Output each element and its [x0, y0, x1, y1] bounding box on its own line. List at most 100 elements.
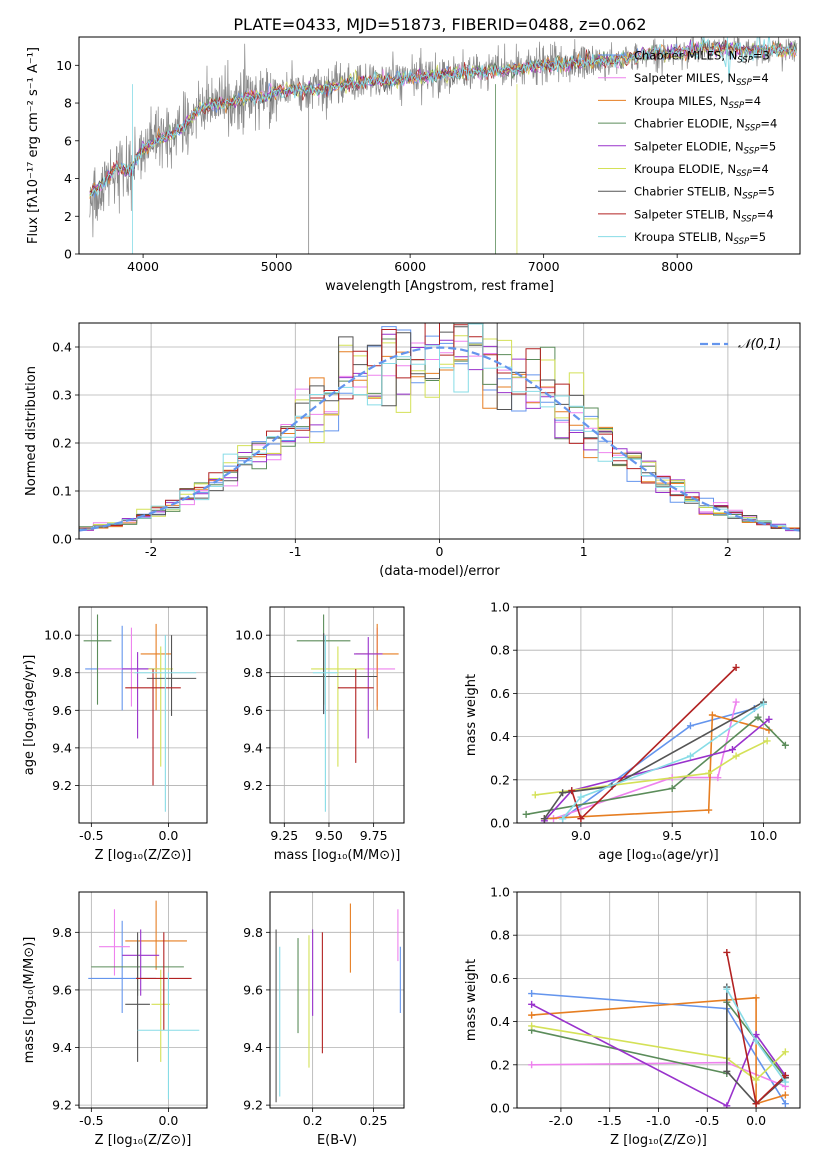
observed-spectrum-line	[89, 37, 798, 238]
x-tick-label: 0.0	[159, 828, 179, 843]
legend-label-part: =5	[758, 185, 775, 199]
histogram-step	[79, 323, 800, 530]
weight-series-line	[535, 740, 768, 796]
x-tick-label: 0.25	[360, 1113, 388, 1128]
legend-label-part: Kroupa MILES, N	[634, 94, 729, 108]
weight-point-marker	[723, 1102, 731, 1108]
histogram-group	[79, 323, 800, 532]
legend-label-part: Salpeter MILES, N	[634, 71, 736, 85]
x-tick-label: 9.50	[315, 828, 343, 843]
y-axis-label: mass [log₁₀(M/M⊙)]	[22, 937, 37, 1064]
x-tick-label: 9.75	[360, 828, 388, 843]
legend-label-subscript: SSP	[737, 56, 753, 66]
legend-label-subscript: SSP	[745, 124, 761, 134]
x-axis-label: Z [log₁₀(Z/Z⊙)]	[95, 1133, 192, 1148]
x-tick-label: 9.5	[662, 828, 682, 843]
legend-label-subscript: SSP	[744, 146, 760, 156]
x-axis-label: E(B-V)	[317, 1133, 357, 1148]
legend-label-subscript: SSP	[736, 169, 752, 179]
weight-point-marker	[577, 815, 585, 823]
y-axis-label: Normed distribution	[24, 366, 39, 496]
model-spectrum-line	[89, 39, 797, 196]
weight-point-marker	[559, 789, 567, 797]
weight-point-marker	[754, 713, 762, 721]
y-tick-label: 9.4	[243, 740, 263, 755]
axes-frame	[269, 891, 405, 1109]
legend-label: Salpeter STELIB, NSSP=4	[634, 207, 774, 224]
legend-label-subscript: SSP	[736, 78, 752, 88]
legend-label-part: Salpeter STELIB, N	[634, 207, 741, 221]
weight-lines	[528, 948, 789, 1108]
y-tick-label: 9.8	[52, 925, 72, 940]
x-tick-label: -1.5	[598, 1113, 622, 1128]
mass-vs-metallicity-panel: -0.5 0.0 9.2 9.4 9.6 9.8 Z [log₁₀(Z/Z⊙)] mass […	[22, 891, 208, 1148]
y-tick-label: 10.0	[44, 628, 72, 643]
legend-label-part: Chabrier MILES, N	[634, 49, 737, 63]
legend-label-part: Chabrier STELIB, N	[634, 185, 742, 199]
y-tick-label: 2	[64, 209, 72, 224]
x-axis-label: Z [log₁₀(Z/Z⊙)]	[95, 848, 192, 863]
y-tick-label: 9.4	[52, 1040, 72, 1055]
y-tick-label: 9.2	[243, 778, 263, 793]
model-spectrum-line	[89, 37, 797, 197]
legend-label: Chabrier MILES, NSSP=3	[634, 49, 770, 66]
y-axis-label: mass weight	[464, 674, 479, 756]
x-tick-label: 9.25	[270, 828, 298, 843]
weight-point-marker	[781, 1091, 789, 1099]
legend-label: 𝒩(0,1)	[738, 337, 781, 352]
weight-point-marker	[781, 1078, 789, 1086]
y-tick-label: 9.8	[52, 665, 72, 680]
y-tick-label: 0.8	[490, 928, 510, 943]
y-tick-label: 0.0	[490, 1101, 510, 1116]
x-tick-label: 5000	[261, 259, 293, 274]
y-tick-label: 10.0	[235, 628, 263, 643]
y-tick-label: 0	[64, 247, 72, 262]
y-tick-label: 0.4	[490, 729, 510, 744]
x-tick-label: 2	[724, 544, 732, 559]
legend-label: Salpeter MILES, NSSP=4	[634, 71, 769, 88]
legend-label: Kroupa ELODIE, NSSP=4	[634, 162, 769, 179]
legend-label-part: Kroupa STELIB, N	[634, 230, 734, 244]
spectrum-curves	[89, 37, 798, 254]
axes-frame	[78, 606, 208, 824]
x-tick-label: 0.0	[746, 1113, 766, 1128]
x-tick-label: 4000	[127, 259, 159, 274]
weight-point-marker	[752, 1076, 760, 1084]
weight-point-marker	[781, 1072, 789, 1080]
weight-point-marker	[540, 815, 548, 823]
legend-label-part: =5	[749, 230, 766, 244]
weight-series-line	[543, 701, 764, 820]
legend-label-part: =4	[744, 94, 761, 108]
x-tick-label: 8000	[661, 259, 693, 274]
weight-point-marker	[732, 663, 740, 671]
x-tick-label: 0.2	[303, 1113, 323, 1128]
weight-point-marker	[577, 793, 585, 801]
age-vs-mass-panel: 9.25 9.50 9.75 9.2 9.4 9.6 9.8 10.0 mass [log₁₀(…	[235, 606, 405, 863]
y-tick-label: 1.0	[490, 885, 510, 900]
x-tick-label: 0.0	[159, 1113, 179, 1128]
weight-point-marker	[528, 1061, 536, 1069]
y-tick-label: 9.6	[243, 703, 263, 718]
weight-point-marker	[781, 1048, 789, 1056]
weight-series-line	[531, 996, 786, 1105]
figure-title: PLATE=0433, MJD=51873, FIBERID=0488, z=0…	[233, 15, 646, 34]
errorbar-group	[275, 903, 401, 1103]
y-tick-label: 9.4	[243, 1040, 263, 1055]
y-axis-label: Flux [fλ10⁻¹⁷ erg cm⁻² s⁻¹ A⁻¹]	[26, 47, 41, 244]
y-tick-label: 0.6	[490, 971, 510, 986]
y-axis-label: age [log₁₀(age/yr)]	[22, 655, 37, 776]
x-tick-label: 9.0	[571, 828, 591, 843]
y-tick-label: 8	[64, 96, 72, 111]
x-axis-label: mass [log₁₀(M/M⊙)]	[274, 848, 401, 863]
weight-point-marker	[759, 700, 767, 708]
weight-point-marker	[752, 1037, 760, 1045]
legend-label-part: =4	[752, 71, 769, 85]
histogram-step	[79, 335, 800, 530]
legend-label: Chabrier STELIB, NSSP=5	[634, 185, 775, 202]
errorbar-group	[88, 900, 200, 1100]
x-tick-label: 6000	[394, 259, 426, 274]
y-tick-label: 6	[64, 133, 72, 148]
age-vs-metallicity-panel: -0.5 0.0 9.2 9.4 9.6 9.8 10.0 Z [log₁₀(Z/Z⊙)] ag…	[22, 606, 208, 863]
y-tick-label: 0.4	[52, 340, 72, 355]
legend-label-part: Chabrier ELODIE, N	[634, 117, 745, 131]
